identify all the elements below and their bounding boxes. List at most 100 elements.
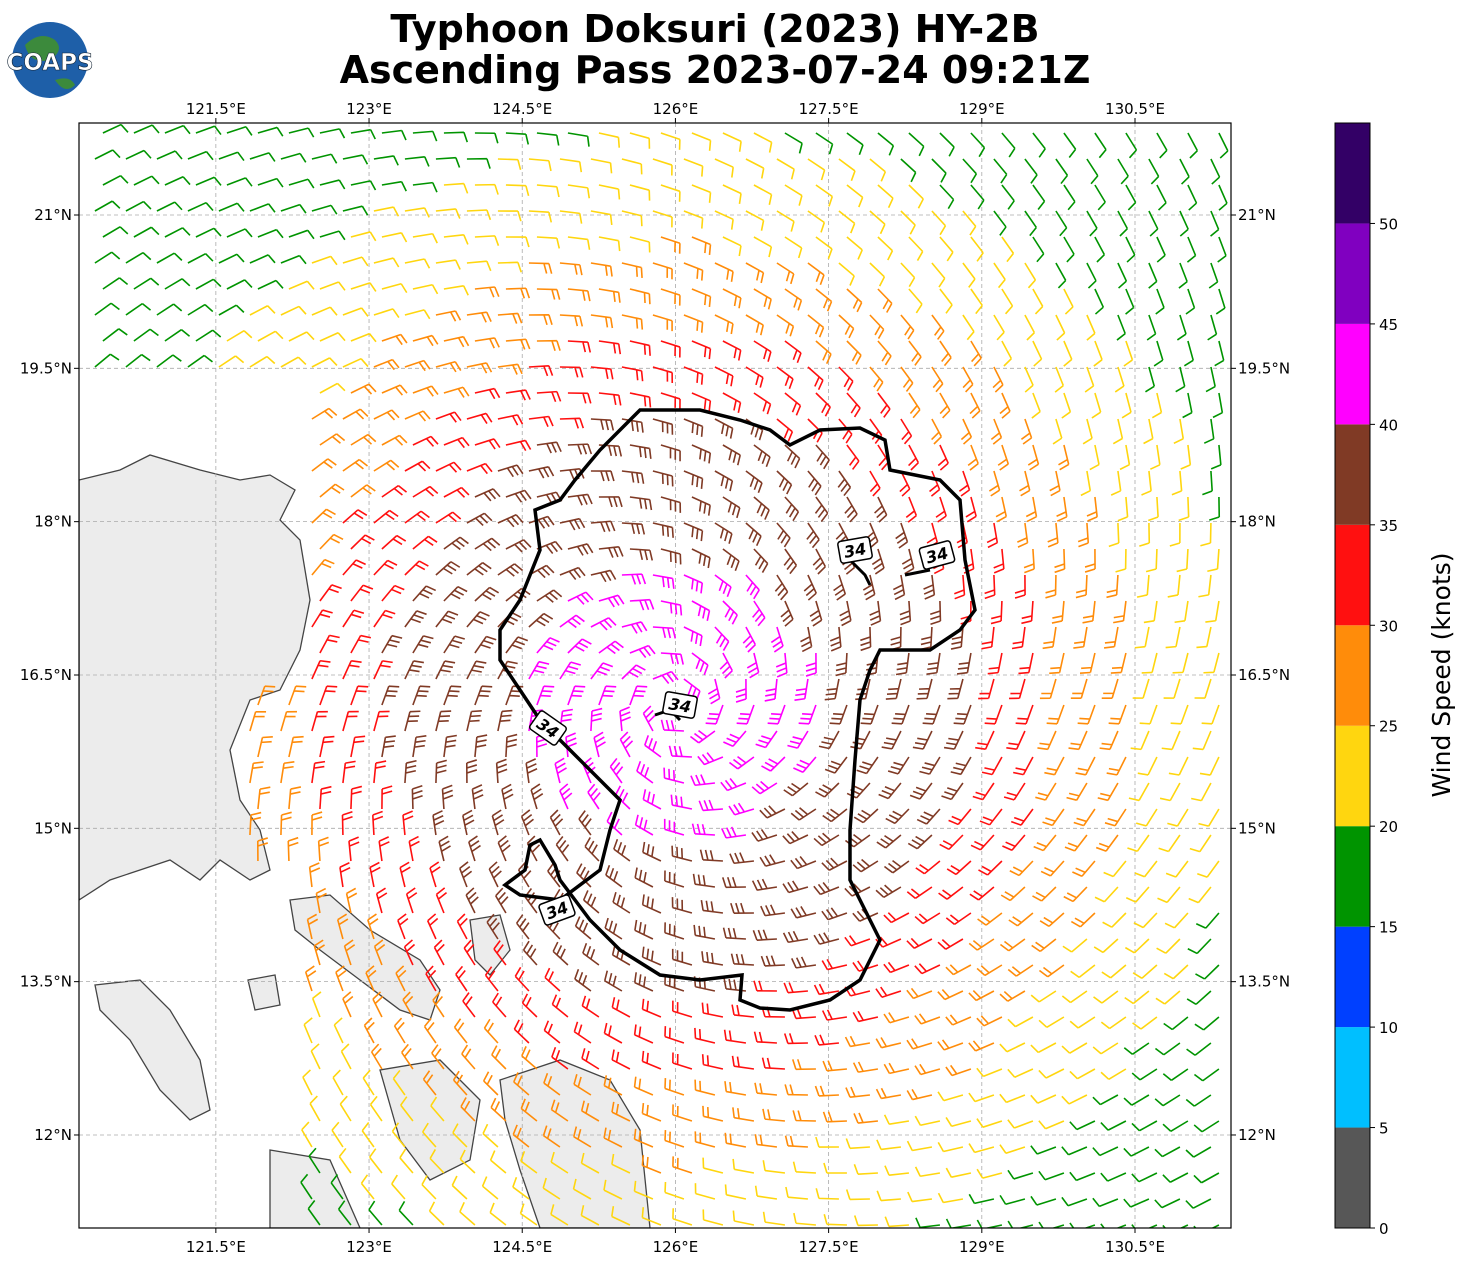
wind-barb <box>350 433 377 446</box>
wind-barb <box>1178 496 1190 522</box>
wind-barb <box>559 783 573 810</box>
wind-barb <box>435 259 461 270</box>
wind-barb <box>652 522 674 538</box>
wind-barb <box>156 150 183 160</box>
wind-barb <box>908 288 923 314</box>
wind-barb <box>619 731 634 758</box>
wind-barb <box>981 626 995 650</box>
wind-barb <box>1148 158 1160 185</box>
wind-barb <box>751 828 778 842</box>
wind-barb <box>348 836 360 862</box>
wind-barb <box>342 609 365 628</box>
wind-barb <box>1024 366 1034 393</box>
land <box>79 454 651 1228</box>
wind-barb <box>915 1217 941 1228</box>
wind-barb <box>1097 782 1119 802</box>
wind-barb <box>1066 782 1088 801</box>
wind-barb <box>402 991 414 1018</box>
wind-barb <box>1024 314 1036 341</box>
x-tick-label: 124.5°E <box>492 100 552 118</box>
wind-barb <box>311 760 326 784</box>
wind-barb <box>633 972 654 992</box>
wind-barb <box>1070 912 1096 928</box>
wind-barb <box>590 158 613 174</box>
wind-barb <box>280 710 297 732</box>
wind-barb <box>1141 652 1158 674</box>
wind-barb <box>300 1173 313 1200</box>
wind-barb <box>1131 1120 1158 1132</box>
wind-barb <box>412 181 438 193</box>
wind-barb <box>852 960 879 972</box>
wind-barb <box>1215 288 1226 315</box>
wind-barb <box>94 302 120 316</box>
wind-barb <box>976 1067 1003 1078</box>
wind-barb <box>621 314 644 330</box>
wind-barb <box>542 1177 561 1200</box>
wind-barb <box>1069 1120 1096 1131</box>
wind-barb <box>94 149 121 160</box>
wind-barb <box>536 491 563 505</box>
wind-barb <box>598 184 621 200</box>
wind-barb <box>361 1121 375 1148</box>
wind-barb <box>853 808 879 824</box>
wind-barb <box>783 1033 808 1045</box>
wind-barb <box>1056 496 1068 522</box>
wind-barb <box>438 835 451 862</box>
wind-barb <box>1009 678 1026 700</box>
wind-barb <box>900 210 916 235</box>
wind-barb <box>652 670 679 685</box>
wind-barb <box>806 522 820 549</box>
wind-barb <box>488 861 502 888</box>
wind-barb <box>1082 600 1096 624</box>
wind-barb <box>792 1161 816 1174</box>
wind-barb <box>895 522 909 549</box>
wind-barb <box>683 314 704 333</box>
wind-barb <box>1198 574 1212 598</box>
wind-barb <box>257 330 284 342</box>
wind-barb <box>319 483 345 498</box>
wind-barb <box>815 1136 839 1148</box>
wind-barb <box>1130 730 1150 751</box>
wind-barb <box>342 509 368 524</box>
wind-barb <box>474 685 493 706</box>
wind-barb <box>319 382 346 394</box>
wind-barb <box>881 730 902 750</box>
wind-barb <box>187 252 214 264</box>
wind-barb <box>729 852 755 865</box>
wind-barb <box>1094 184 1106 211</box>
colorbar-tick-label: 0 <box>1379 1220 1389 1238</box>
wind-barb <box>1188 886 1212 904</box>
wind-barb <box>373 509 399 524</box>
wind-barb <box>337 1200 352 1226</box>
wind-barb <box>466 512 493 527</box>
wind-barb <box>1024 210 1037 237</box>
wind-barb <box>992 366 1004 393</box>
wind-barb <box>249 711 267 732</box>
wind-barb <box>373 710 390 732</box>
wind-barb <box>908 444 920 471</box>
wind-barb <box>422 1070 437 1096</box>
wind-barb <box>761 1057 785 1070</box>
y-tick-label: 21°N <box>1238 206 1276 224</box>
wind-barb <box>1061 1146 1088 1156</box>
wind-barb <box>497 261 522 273</box>
wind-barb <box>751 780 778 795</box>
wind-barb <box>883 1114 910 1125</box>
wind-barb <box>999 1194 1026 1206</box>
wind-barb <box>853 1215 878 1227</box>
wind-barb <box>663 767 685 784</box>
wind-barb <box>652 574 675 589</box>
wind-barb <box>641 946 662 966</box>
wind-barb <box>714 314 734 335</box>
wind-barb <box>1007 1016 1034 1028</box>
wind-barb <box>853 1164 878 1175</box>
x-tick-label: 123°E <box>346 100 392 118</box>
wind-barb <box>520 1098 538 1122</box>
wind-barb <box>1187 132 1199 159</box>
wind-barb <box>452 1123 468 1148</box>
wind-barb <box>404 660 424 680</box>
wind-barb <box>1154 1042 1181 1056</box>
wind-barb <box>1200 522 1212 547</box>
wind-barb <box>590 262 613 277</box>
wind-barb <box>767 704 786 725</box>
